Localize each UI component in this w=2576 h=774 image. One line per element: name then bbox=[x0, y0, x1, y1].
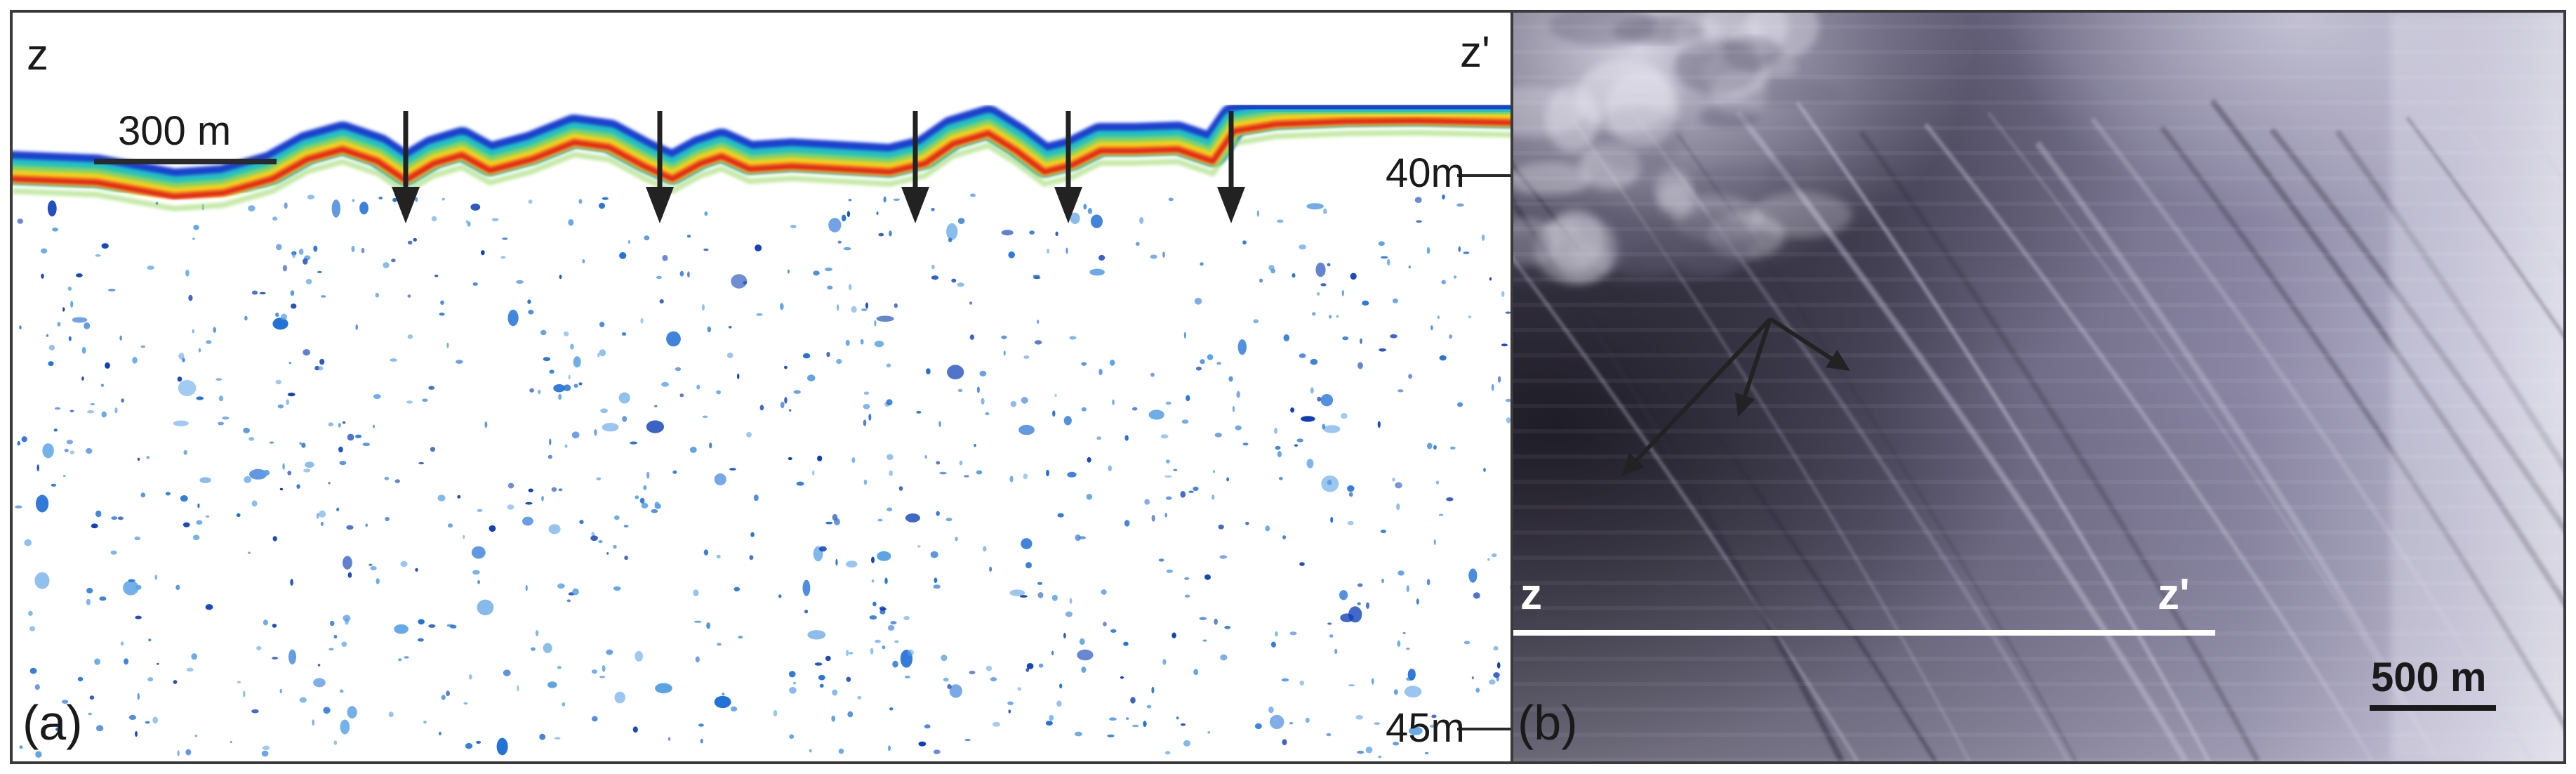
depth-top-label: 40m bbox=[1386, 150, 1465, 196]
profile-end-label: z' bbox=[1460, 28, 1490, 77]
profile-start-label: z bbox=[27, 31, 48, 79]
sonar-scan-lines bbox=[1513, 25, 2563, 761]
profile-line-start-label: z bbox=[1520, 570, 1542, 619]
scale-bar-label-b: 500 m bbox=[2371, 655, 2487, 700]
profile-line-end-label: z' bbox=[2158, 570, 2190, 619]
panel-a-echogram: z z' 300 m 40m 45m (a) bbox=[10, 10, 1518, 764]
bedform-arrows bbox=[392, 111, 1245, 223]
panel-b-seabed-image: z z' 500 m (b) bbox=[1511, 10, 2566, 764]
seabed-echo-band bbox=[13, 93, 1515, 211]
seabed-shaded-relief bbox=[1513, 13, 2563, 761]
scale-bar-label-a: 300 m bbox=[118, 108, 232, 154]
echogram-plot bbox=[13, 93, 1515, 759]
backscatter-speckles bbox=[15, 193, 1515, 759]
bedform-ridges bbox=[1513, 13, 2563, 761]
panel-label-b: (b) bbox=[1518, 695, 1578, 750]
depth-bottom-label: 45m bbox=[1386, 705, 1465, 751]
crest-arrows bbox=[1621, 317, 1850, 476]
panel-label-a: (a) bbox=[22, 695, 83, 750]
